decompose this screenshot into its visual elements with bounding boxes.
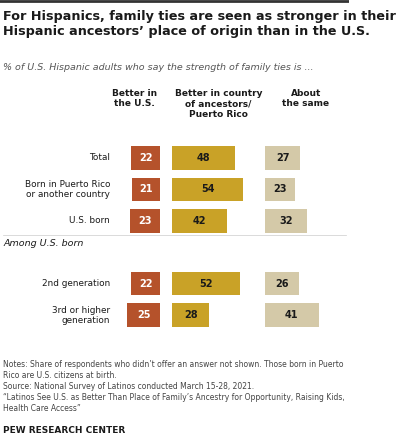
Bar <box>132 178 160 201</box>
Text: 23: 23 <box>273 184 286 194</box>
Text: 2nd generation: 2nd generation <box>42 279 110 288</box>
Text: Better in
the U.S.: Better in the U.S. <box>112 89 157 109</box>
Bar <box>130 209 160 233</box>
Text: For Hispanics, family ties are seen as stronger in their
Hispanic ancestors’ pla: For Hispanics, family ties are seen as s… <box>3 10 396 38</box>
Bar <box>265 146 300 170</box>
Text: U.S. born: U.S. born <box>69 216 110 226</box>
Bar <box>131 272 160 295</box>
Text: 23: 23 <box>138 216 152 226</box>
Text: 42: 42 <box>193 216 207 226</box>
Text: Among U.S. born: Among U.S. born <box>3 239 84 248</box>
Text: 21: 21 <box>139 184 153 194</box>
Text: About
the same: About the same <box>282 89 329 109</box>
Text: Total: Total <box>89 153 110 162</box>
Bar <box>131 146 160 170</box>
Text: Born in Puerto Rico
or another country: Born in Puerto Rico or another country <box>24 180 110 199</box>
Text: 54: 54 <box>201 184 214 194</box>
Text: 28: 28 <box>184 310 197 320</box>
Text: 3rd or higher
generation: 3rd or higher generation <box>52 306 110 325</box>
Text: 41: 41 <box>285 310 299 320</box>
Bar <box>127 303 160 327</box>
Bar <box>172 272 240 295</box>
Bar <box>265 178 295 201</box>
Bar <box>172 178 243 201</box>
Bar <box>265 209 307 233</box>
Text: 32: 32 <box>279 216 293 226</box>
Bar <box>172 303 209 327</box>
Text: 27: 27 <box>276 153 289 163</box>
Text: % of U.S. Hispanic adults who say the strength of family ties is ...: % of U.S. Hispanic adults who say the st… <box>3 63 314 72</box>
Bar <box>265 272 299 295</box>
Text: 25: 25 <box>137 310 150 320</box>
Bar <box>265 303 318 327</box>
Text: 22: 22 <box>139 153 152 163</box>
Text: 48: 48 <box>197 153 210 163</box>
Bar <box>172 146 235 170</box>
Text: 22: 22 <box>139 279 152 289</box>
Text: 26: 26 <box>275 279 289 289</box>
Text: Better in country
of ancestors/
Puerto Rico: Better in country of ancestors/ Puerto R… <box>175 89 262 119</box>
Text: PEW RESEARCH CENTER: PEW RESEARCH CENTER <box>3 426 126 435</box>
Text: Notes: Share of respondents who didn’t offer an answer not shown. Those born in : Notes: Share of respondents who didn’t o… <box>3 360 345 413</box>
Bar <box>172 209 227 233</box>
Text: 52: 52 <box>200 279 213 289</box>
